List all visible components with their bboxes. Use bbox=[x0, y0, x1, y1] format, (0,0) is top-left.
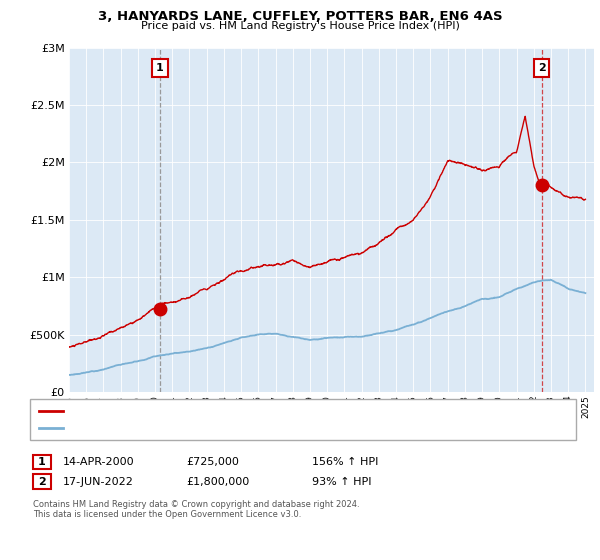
Text: £725,000: £725,000 bbox=[186, 457, 239, 467]
Text: 3, HANYARDS LANE, CUFFLEY, POTTERS BAR,  EN6 4AS (detached house): 3, HANYARDS LANE, CUFFLEY, POTTERS BAR, … bbox=[68, 405, 426, 416]
Text: Price paid vs. HM Land Registry's House Price Index (HPI): Price paid vs. HM Land Registry's House … bbox=[140, 21, 460, 31]
Text: Contains HM Land Registry data © Crown copyright and database right 2024.
This d: Contains HM Land Registry data © Crown c… bbox=[33, 500, 359, 519]
Text: 1: 1 bbox=[156, 63, 164, 73]
Text: 93% ↑ HPI: 93% ↑ HPI bbox=[312, 477, 371, 487]
Text: 1: 1 bbox=[38, 457, 46, 467]
Text: 2: 2 bbox=[38, 477, 46, 487]
Text: £1,800,000: £1,800,000 bbox=[186, 477, 249, 487]
Text: 14-APR-2000: 14-APR-2000 bbox=[63, 457, 134, 467]
Text: 2: 2 bbox=[538, 63, 545, 73]
Text: 3, HANYARDS LANE, CUFFLEY, POTTERS BAR, EN6 4AS: 3, HANYARDS LANE, CUFFLEY, POTTERS BAR, … bbox=[98, 10, 502, 23]
Text: 17-JUN-2022: 17-JUN-2022 bbox=[63, 477, 134, 487]
Text: 156% ↑ HPI: 156% ↑ HPI bbox=[312, 457, 379, 467]
Text: HPI: Average price, detached house, Welwyn Hatfield: HPI: Average price, detached house, Welw… bbox=[68, 423, 328, 433]
